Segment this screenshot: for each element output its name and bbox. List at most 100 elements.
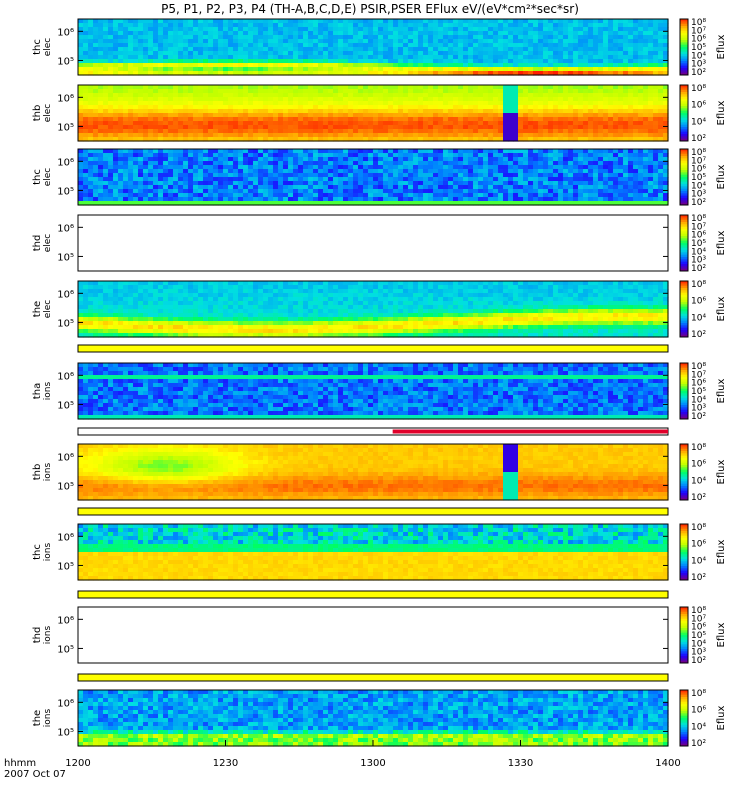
spectrogram-cell	[183, 31, 189, 36]
spectrogram-cell	[383, 101, 389, 106]
spectrogram-cell	[303, 173, 309, 178]
spectrogram-cell	[493, 121, 499, 126]
spectrogram-cell	[363, 181, 369, 186]
spectrogram-cell	[98, 35, 104, 40]
spectrogram-cell	[263, 201, 269, 206]
spectrogram-cell	[343, 193, 349, 198]
spectrogram-cell	[203, 181, 209, 186]
spectrogram-cell	[243, 89, 249, 94]
spectrogram-cell	[603, 39, 609, 44]
spectrogram-cell	[438, 71, 444, 76]
spectrogram-cell	[133, 47, 139, 52]
spectrogram-cell	[303, 153, 309, 158]
spectrogram-cell	[543, 201, 549, 206]
spectrogram-cell	[498, 105, 504, 110]
spectrogram-cell	[198, 157, 204, 162]
spectrogram-cell	[353, 109, 359, 114]
spectrogram-cell	[323, 113, 329, 118]
spectrogram-cell	[618, 19, 624, 24]
spectrogram-cell	[653, 67, 659, 72]
spectrogram-cell	[488, 19, 494, 24]
spectrogram-cell	[83, 51, 89, 56]
spectrogram-cell	[573, 39, 579, 44]
spectrogram-cell	[628, 133, 634, 138]
spectrogram-cell	[613, 89, 619, 94]
spectrogram-cell	[518, 157, 524, 162]
spectrogram-cell	[568, 35, 574, 40]
spectrogram-cell	[93, 133, 99, 138]
spectrogram-cell	[93, 181, 99, 186]
spectrogram-cell	[448, 85, 454, 90]
spectrogram-cell	[473, 161, 479, 166]
spectrogram-cell	[458, 27, 464, 32]
spectrogram-cell	[288, 31, 294, 36]
spectrogram-cell	[203, 113, 209, 118]
spectrogram-cell	[463, 169, 469, 174]
spectrogram-cell	[633, 173, 639, 178]
spectrogram-cell	[468, 55, 474, 60]
spectrogram-cell	[268, 193, 274, 198]
spectrogram-cell	[448, 133, 454, 138]
spectrogram-cell	[448, 23, 454, 28]
spectrogram-cell	[588, 93, 594, 98]
spectrogram-cell	[178, 93, 184, 98]
spectrogram-cell	[543, 89, 549, 94]
spectrogram-cell	[463, 117, 469, 122]
spectrogram-cell	[458, 201, 464, 206]
spectrogram-cell	[348, 133, 354, 138]
spectrogram-cell	[198, 133, 204, 138]
spectrogram-cell	[413, 27, 419, 32]
spectrogram-cell	[518, 31, 524, 36]
colorbar-tick-label: 10⁸	[691, 84, 706, 94]
spectrogram-cell	[183, 181, 189, 186]
spectrogram-cell	[348, 113, 354, 118]
spectrogram-cell	[548, 89, 554, 94]
spectrogram-cell	[128, 43, 134, 48]
spectrogram-cell	[583, 181, 589, 186]
spectrogram-cell	[468, 23, 474, 28]
spectrogram-cell	[438, 197, 444, 202]
spectrogram-cell	[378, 35, 384, 40]
spectrogram-cell	[383, 165, 389, 170]
spectrogram-cell	[233, 169, 239, 174]
spectrogram-cell	[338, 173, 344, 178]
spectrogram-cell	[138, 67, 144, 72]
spectrogram-cell	[233, 31, 239, 36]
spectrogram-cell	[608, 121, 614, 126]
spectrogram-cell	[213, 165, 219, 170]
spectrogram-cell	[178, 181, 184, 186]
spectrogram-cell	[263, 35, 269, 40]
spectrogram-cell	[353, 55, 359, 60]
spectrogram-cell	[458, 185, 464, 190]
spectrogram-cell	[158, 121, 164, 126]
spectrogram-cell	[653, 113, 659, 118]
spectrogram-cell	[203, 121, 209, 126]
spectrogram-cell	[268, 161, 274, 166]
spectrogram-cell	[288, 197, 294, 202]
spectrogram-cell	[628, 71, 634, 76]
spectrogram-cell	[338, 35, 344, 40]
spectrogram-cell	[638, 181, 644, 186]
spectrogram-cell	[488, 121, 494, 126]
spectrogram-cell	[448, 35, 454, 40]
panel-probe-label: thb	[32, 105, 43, 122]
spectrogram-cell	[353, 129, 359, 134]
spectrogram-cell	[553, 97, 559, 102]
spectrogram-cell	[468, 133, 474, 138]
spectrogram-cell	[498, 67, 504, 72]
spectrogram-cell	[558, 39, 564, 44]
spectrogram-cell	[328, 85, 334, 90]
colorbar-segment	[680, 113, 688, 116]
spectrogram-cell	[243, 133, 249, 138]
spectrogram-cell	[153, 59, 159, 64]
spectrogram-cell	[113, 157, 119, 162]
spectrogram-cell	[393, 109, 399, 114]
spectrogram-cell	[573, 189, 579, 194]
spectrogram-cell	[143, 59, 149, 64]
spectrogram-cell	[253, 39, 259, 44]
spectrogram-cell	[268, 201, 274, 206]
spectrogram-cell	[508, 125, 514, 130]
spectrogram-cell	[468, 121, 474, 126]
spectrogram-cell	[93, 55, 99, 60]
spectrogram-cell	[623, 51, 629, 56]
